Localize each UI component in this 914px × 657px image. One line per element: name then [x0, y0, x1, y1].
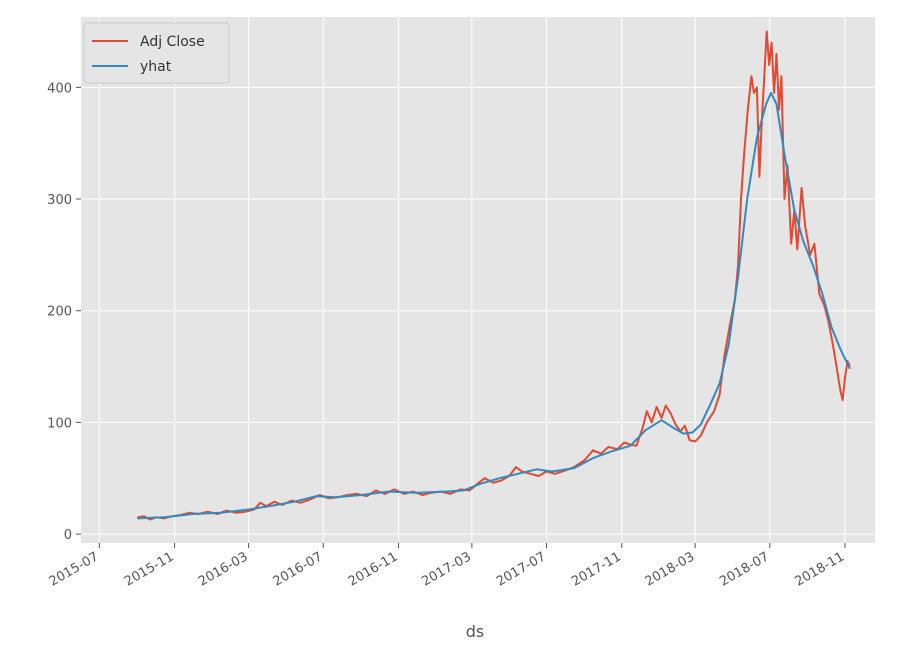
x-tick-label: 2015-07 [47, 549, 102, 589]
x-tick-label: 2018-03 [643, 549, 698, 589]
legend-box [83, 22, 230, 84]
legend-label-yhat: yhat [140, 59, 172, 75]
y-tick-label: 0 [64, 528, 72, 543]
grid-lines [81, 17, 875, 543]
x-tick-label: 2017-03 [419, 549, 474, 589]
legend-label-adj-close: Adj Close [140, 34, 205, 50]
series-lines [137, 30, 851, 521]
y-tick-label: 400 [47, 81, 72, 96]
legend: Adj Close yhat [83, 22, 230, 84]
x-tick-label: 2016-11 [346, 549, 401, 589]
x-tick-label: 2017-11 [569, 549, 624, 589]
plot-background [81, 17, 875, 543]
y-tick-label: 300 [47, 193, 72, 208]
series-line-adj-close [137, 30, 851, 521]
series-line-yhat [137, 91, 851, 520]
x-tick-label: 2016-07 [271, 549, 326, 589]
y-tick-label: 200 [47, 305, 72, 320]
x-tick-label: 2018-07 [717, 549, 772, 589]
x-tick-label: 2017-07 [494, 549, 549, 589]
y-tick-label: 100 [47, 416, 72, 431]
x-tick-label: 2015-11 [122, 549, 177, 589]
x-tick-label: 2018-11 [792, 549, 847, 589]
x-tick-label: 2016-03 [196, 549, 251, 589]
x-axis-label: ds [466, 622, 485, 641]
